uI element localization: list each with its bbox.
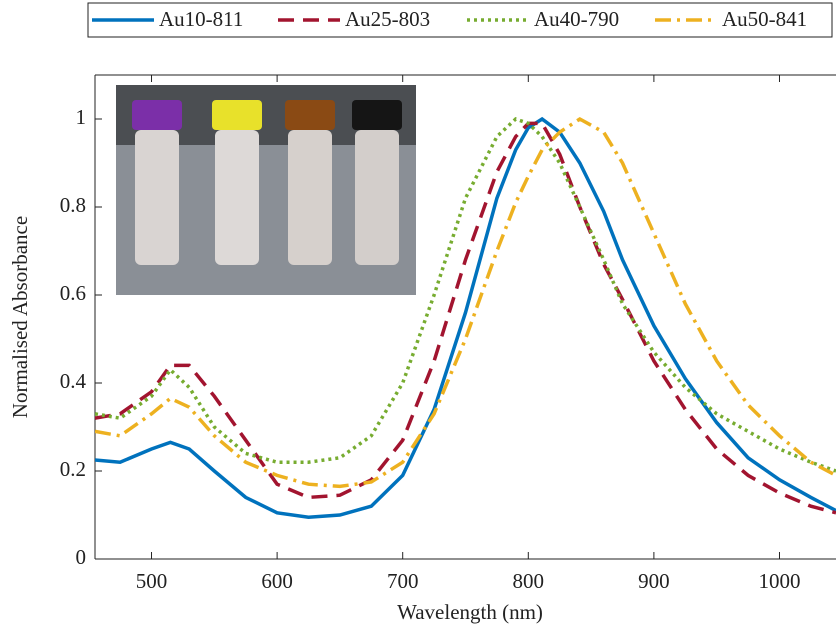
y-tick-label: 0.8 [60, 193, 86, 217]
x-tick-label: 900 [638, 569, 670, 593]
y-axis-label: Normalised Absorbance [8, 216, 32, 418]
legend-label: Au25-803 [345, 7, 430, 31]
x-tick-label: 500 [136, 569, 168, 593]
legend-label: Au10-811 [159, 7, 243, 31]
x-tick-label: 1000 [758, 569, 800, 593]
x-tick-label: 800 [513, 569, 545, 593]
y-tick-label: 0.6 [60, 281, 86, 305]
line-series [95, 116, 836, 489]
x-tick-label: 700 [387, 569, 419, 593]
y-tick-label: 0.2 [60, 457, 86, 481]
y-tick-label: 0.4 [60, 369, 87, 393]
plot-area [95, 116, 836, 519]
x-tick-label: 600 [261, 569, 293, 593]
inset-photo [116, 85, 416, 295]
y-tick-label: 0 [76, 545, 87, 569]
x-axis-label: Wavelength (nm) [397, 600, 543, 624]
y-tick-label: 1 [76, 105, 87, 129]
line-series [95, 116, 836, 519]
line-series [95, 121, 836, 515]
legend-label: Au40-790 [534, 7, 619, 31]
legend-label: Au50-841 [722, 7, 807, 31]
